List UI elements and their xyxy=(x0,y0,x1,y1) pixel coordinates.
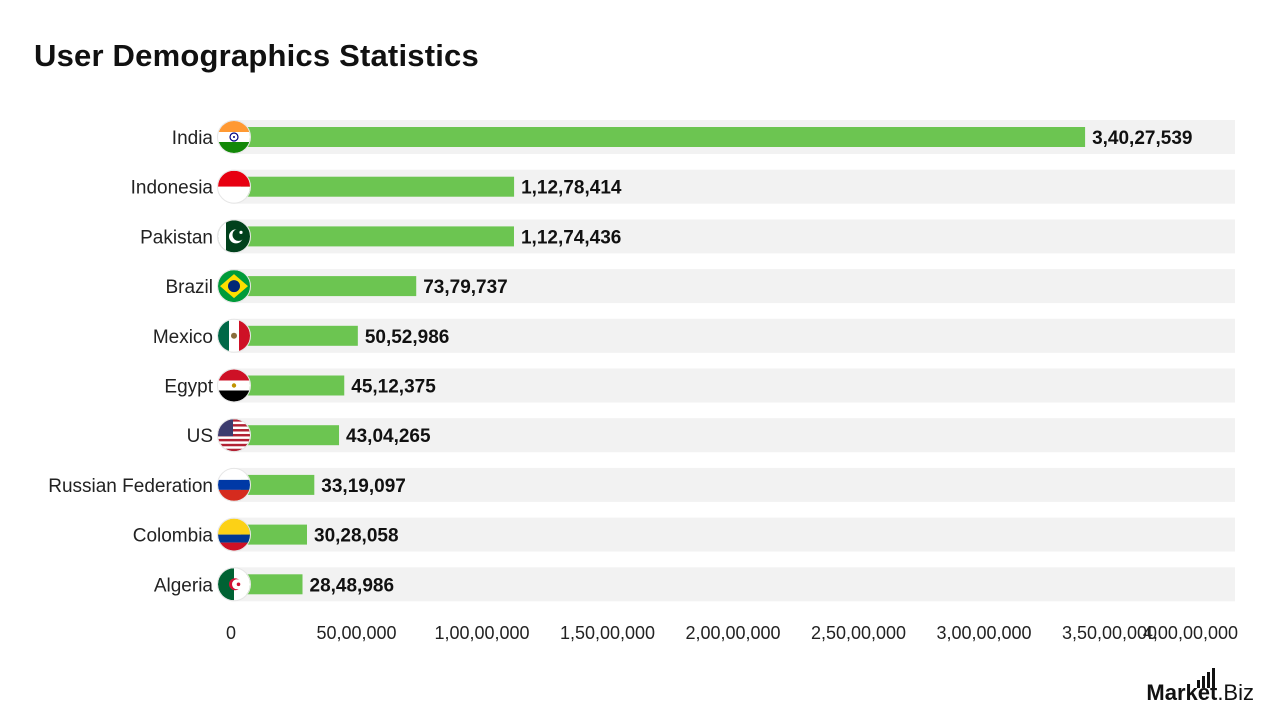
category-label: Mexico xyxy=(153,327,213,348)
mexico-flag-icon xyxy=(217,318,251,353)
category-label: Pakistan xyxy=(140,227,213,248)
value-label: 30,28,058 xyxy=(314,526,399,547)
bar xyxy=(241,127,1086,147)
category-label: Egypt xyxy=(164,377,213,398)
pakistan-flag-icon xyxy=(217,219,251,254)
category-label: US xyxy=(187,426,213,447)
chart-title: User Demographics Statistics xyxy=(34,38,479,73)
bar xyxy=(241,176,515,197)
x-tick-label: 3,00,00,000 xyxy=(936,623,1031,643)
x-tick-label: 0 xyxy=(226,623,236,643)
value-label: 45,12,375 xyxy=(351,377,436,398)
value-label: 33,19,097 xyxy=(321,476,406,497)
bar xyxy=(241,325,358,346)
value-label: 50,52,986 xyxy=(365,327,450,348)
x-tick-label: 1,00,00,000 xyxy=(434,623,529,643)
category-label: Colombia xyxy=(133,526,214,547)
brand-name-bold: Market xyxy=(1146,680,1218,705)
x-tick-label: 1,50,00,000 xyxy=(560,623,655,643)
indonesia-flag-icon xyxy=(217,169,251,204)
value-label: 73,79,737 xyxy=(423,277,508,298)
x-tick-label: 2,50,00,000 xyxy=(811,623,906,643)
bar xyxy=(241,524,308,545)
bar xyxy=(241,474,315,495)
bar xyxy=(241,276,417,297)
brand-logo: Market .Biz xyxy=(1146,666,1254,706)
bar-track xyxy=(231,418,1235,453)
bar-track xyxy=(231,467,1235,502)
colombia-flag-icon xyxy=(217,517,251,552)
value-label: 3,40,27,539 xyxy=(1092,128,1192,149)
brand-name-rest: .Biz xyxy=(1217,680,1254,705)
x-tick-label: 3,50,00,000 xyxy=(1062,623,1157,643)
bar-track xyxy=(231,318,1235,353)
bar-track xyxy=(231,517,1235,552)
value-label: 1,12,74,436 xyxy=(521,227,621,248)
brazil-flag-icon xyxy=(217,269,251,304)
bar-signal-icon xyxy=(1197,668,1216,688)
category-label: Algeria xyxy=(154,575,214,596)
algeria-flag-icon xyxy=(217,567,251,602)
bar-track xyxy=(231,368,1235,403)
category-label: Brazil xyxy=(165,277,213,298)
russia-flag-icon xyxy=(217,467,251,502)
x-tick-label: 50,00,000 xyxy=(316,623,396,643)
value-label: 1,12,78,414 xyxy=(521,178,622,199)
category-label: Indonesia xyxy=(131,178,214,199)
category-label: Russian Federation xyxy=(48,476,213,497)
bar xyxy=(241,574,303,595)
x-tick-label: 4,00,00,000 xyxy=(1143,623,1238,643)
x-tick-label: 2,00,00,000 xyxy=(685,623,780,643)
bar xyxy=(241,375,345,396)
egypt-flag-icon xyxy=(217,368,251,403)
bar-track xyxy=(231,567,1235,602)
india-flag-icon xyxy=(217,120,251,154)
x-axis: 0 50,00,000 1,00,00,000 1,50,00,000 2,00,00,… xyxy=(226,623,1238,643)
bar xyxy=(241,226,514,247)
value-label: 43,04,265 xyxy=(346,426,431,447)
category-label: India xyxy=(172,128,214,149)
us-flag-icon xyxy=(217,418,251,453)
value-label: 28,48,986 xyxy=(310,575,395,596)
bar xyxy=(241,425,340,446)
